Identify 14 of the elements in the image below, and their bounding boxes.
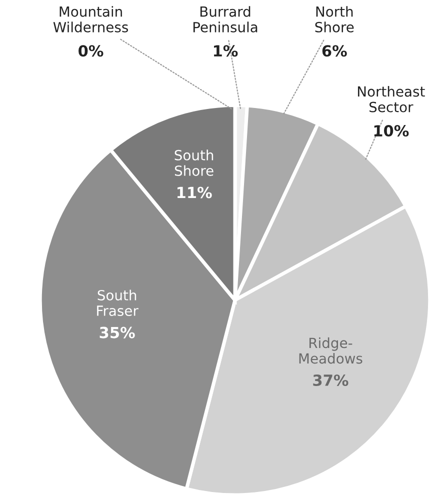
data-label: 37% (313, 374, 348, 386)
slice-label: South Shore (174, 150, 214, 176)
data-label: 10% (374, 125, 409, 137)
slice-label: South Fraser (97, 290, 138, 316)
slice-label: Ridge-Meadows (299, 337, 362, 364)
slice-label: Northeast Sector (358, 86, 425, 112)
category-label: Mountain Wilderness (53, 6, 128, 32)
data-label: 35% (100, 326, 135, 338)
slice-label: North Shore (315, 6, 354, 32)
data-label: 6% (322, 45, 347, 57)
text: 0% (78, 45, 104, 57)
data-label: 11% (178, 186, 212, 198)
data-label: 1% (214, 45, 238, 57)
slice-label: Burrard Peninsula (193, 6, 258, 32)
